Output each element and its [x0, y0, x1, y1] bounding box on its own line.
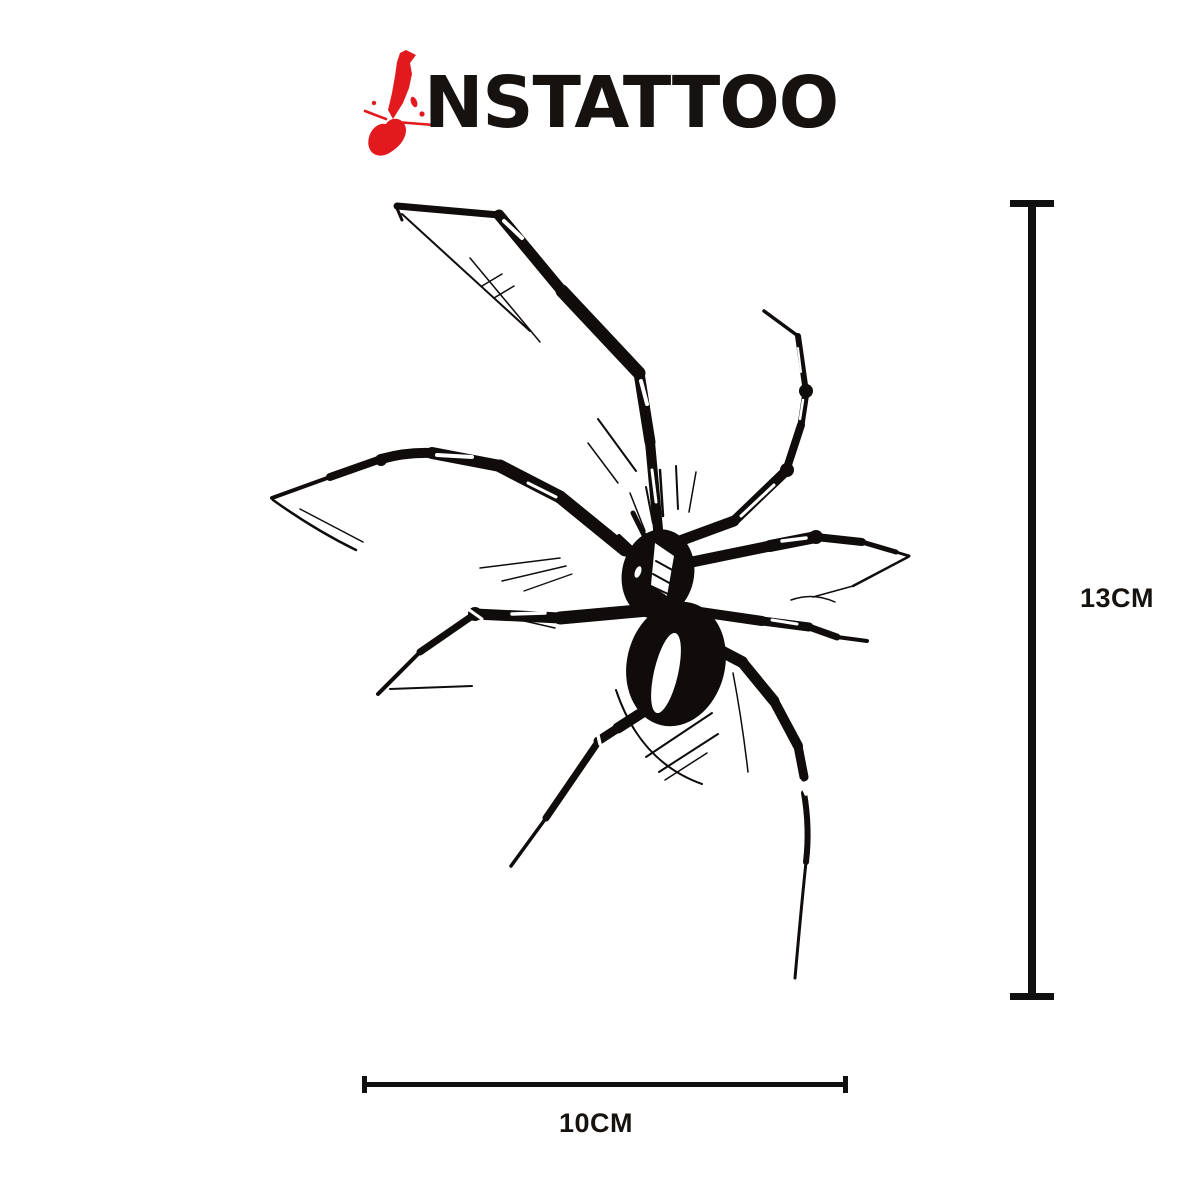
height-label: 13CM [1080, 583, 1155, 613]
width-measure-bar [362, 1082, 848, 1087]
tattoo-needle-icon [363, 50, 436, 156]
width-measure-line [362, 1076, 848, 1093]
width-label: 10CM [558, 1108, 634, 1138]
brand-name: NSTATTOO [423, 61, 839, 144]
height-measure-line [1010, 200, 1054, 1000]
height-measure-bar [1028, 200, 1036, 1000]
brand-logo: NSTATTOO [0, 46, 1200, 160]
